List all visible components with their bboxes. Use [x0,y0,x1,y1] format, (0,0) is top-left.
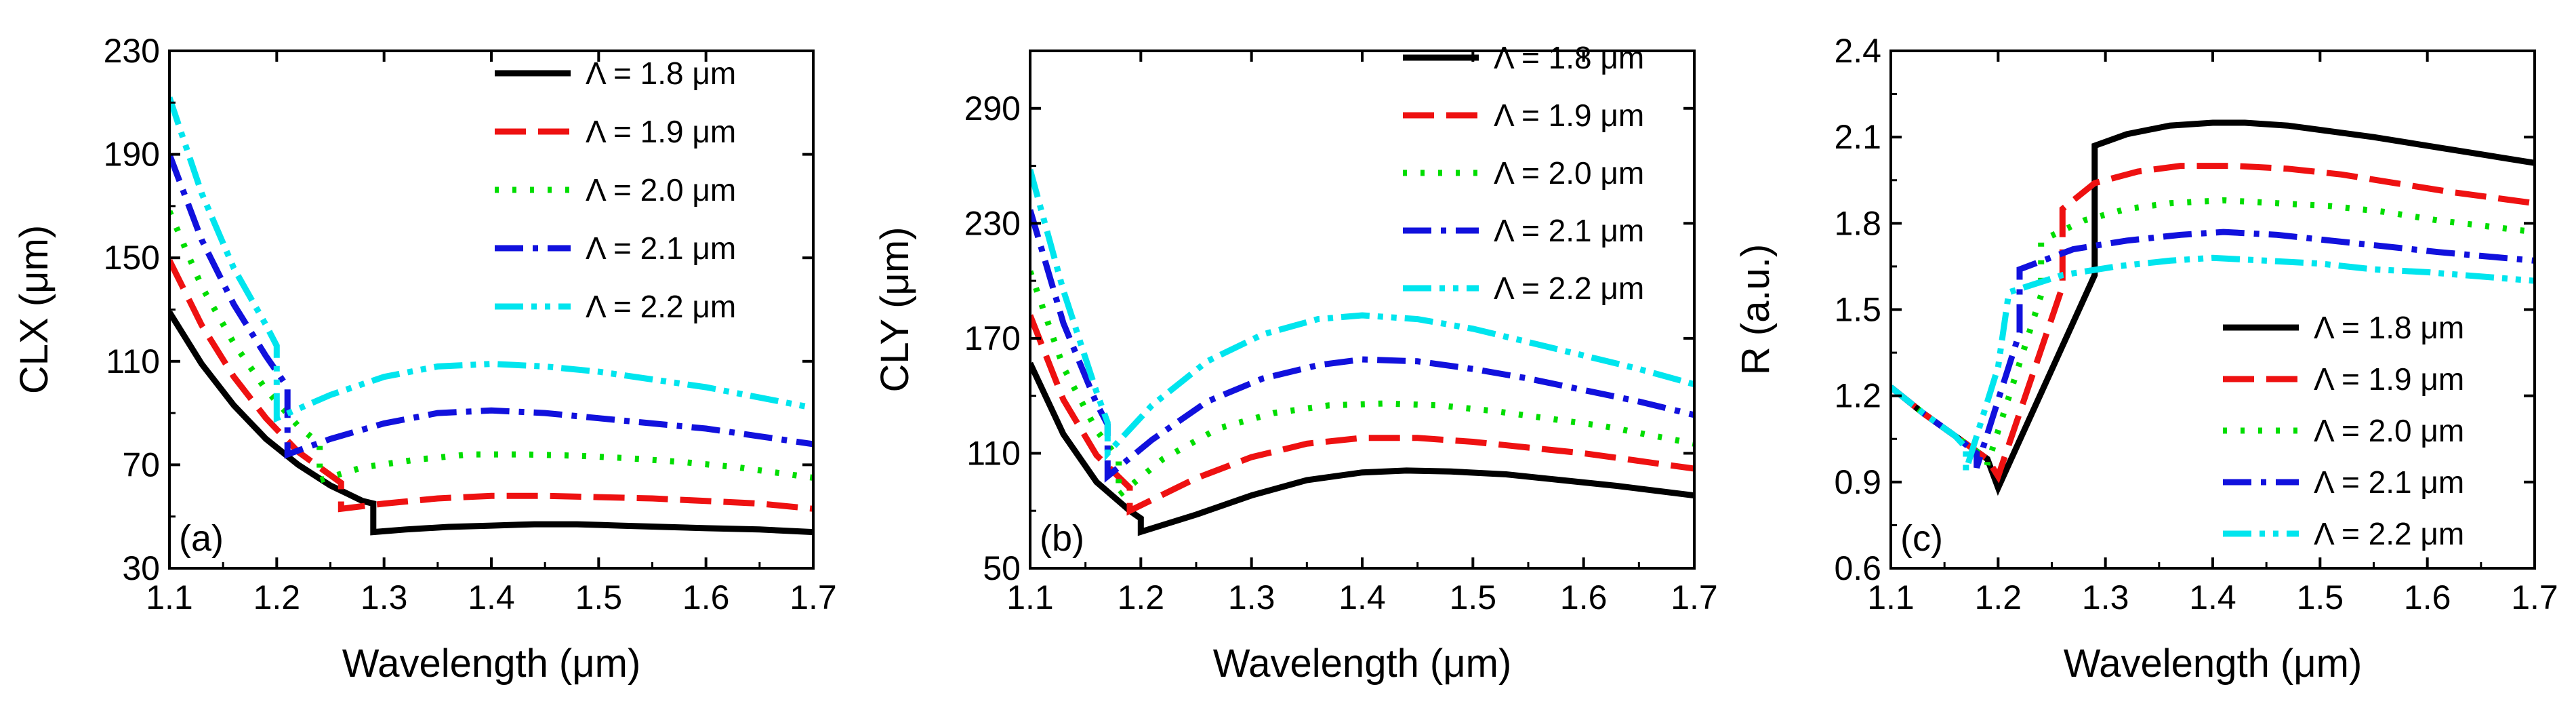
series-line-4 [1891,229,2535,469]
x-axis-title: Wavelength (μm) [1213,642,1512,686]
y-tick-label: 290 [964,90,1021,127]
x-tick-label: 1.2 [1118,578,1165,616]
x-tick-label: 1.4 [468,578,515,616]
y-tick-label: 190 [104,136,160,174]
panel-3: 1.1 1.2 1.3 1.4 1.5 1.6 1.7 0.6 0.9 1.2 1.5 1.8 2.1 2… [1734,32,2558,686]
legend-label-2: Λ = 1.9 μm [1494,98,1644,133]
series-line-5 [1891,254,2535,472]
legend-label-1: Λ = 1.8 μm [586,56,736,91]
x-tick-label: 1.1 [1006,578,1054,616]
panel-1: 1.1 1.2 1.3 1.4 1.5 1.6 1.7 30 70 110 150 190 230 Wav… [12,32,837,686]
series-line-2 [169,258,813,513]
legend-label-1: Λ = 1.8 μm [2314,310,2464,345]
legend-label-4: Λ = 2.1 μm [1494,213,1644,248]
x-tick-label: 1.5 [575,578,623,616]
y-tick-label: 170 [964,319,1021,357]
series-line-5 [1030,169,1694,461]
x-tick-label: 1.7 [1671,578,1718,616]
y-tick-label: 0.6 [1834,549,1881,587]
x-tick-label: 1.3 [1228,578,1275,616]
legend-label-5: Λ = 2.2 μm [586,289,736,324]
y-tick-label: 230 [104,32,160,70]
x-tick-label: 1.6 [2404,578,2451,616]
series-line-3 [1030,270,1694,502]
panel-label: (a) [179,518,224,559]
panel-2: 1.1 1.2 1.3 1.4 1.5 1.6 1.7 50 110 170 230 290 Wavel… [873,40,1718,686]
legend-label-5: Λ = 2.2 μm [2314,516,2464,551]
y-tick-label: 30 [122,549,160,587]
x-tick-label: 1.4 [1338,578,1386,616]
legend-label-2: Λ = 1.9 μm [2314,361,2464,397]
series-line-3 [169,210,813,485]
legend-label-4: Λ = 2.1 μm [586,231,736,266]
series-line-4 [169,153,813,459]
x-tick-label: 1.2 [253,578,301,616]
y-tick-label: 230 [964,204,1021,242]
x-tick-label: 1.3 [2082,578,2129,616]
panel-label: (b) [1040,518,1084,559]
legend-label-3: Λ = 2.0 μm [586,172,736,208]
x-tick-label: 1.6 [1560,578,1608,616]
y-tick-label: 2.4 [1834,32,1881,70]
x-tick-label: 1.2 [1975,578,2022,616]
y-tick-label: 1.5 [1834,291,1881,329]
y-tick-label: 50 [983,549,1021,587]
y-tick-label: 70 [122,446,160,484]
legend-label-5: Λ = 2.2 μm [1494,271,1644,306]
x-tick-label: 1.5 [1450,578,1497,616]
series-line-1 [169,310,813,536]
y-tick-label: 110 [106,342,160,380]
y-tick-label: 110 [966,434,1021,472]
x-axis-title: Wavelength (μm) [342,642,641,686]
x-tick-label: 1.7 [790,578,837,616]
series-line-5 [169,96,813,423]
y-axis-title: R (a.u.) [1734,244,1778,375]
y-axis-title: CLY (μm) [873,227,917,393]
y-tick-label: 2.1 [1834,118,1881,156]
legend: Λ = 1.8 μm Λ = 1.9 μm Λ = 2.0 μm Λ = 2.1 μm… [2223,310,2464,551]
x-tick-label: 1.4 [2189,578,2236,616]
legend-label-3: Λ = 2.0 μm [1494,155,1644,191]
legend: Λ = 1.8 μm Λ = 1.9 μm Λ = 2.0 μm Λ = 2.1 μm… [495,56,736,324]
legend-label-1: Λ = 1.8 μm [1494,40,1644,75]
x-tick-label: 1.1 [146,578,193,616]
y-tick-label: 150 [104,239,160,277]
x-axis-title: Wavelength (μm) [2064,642,2363,686]
series-line-1 [1030,361,1694,536]
x-tick-label: 1.3 [361,578,408,616]
legend-label-4: Λ = 2.1 μm [2314,465,2464,500]
y-axis-title: CLX (μm) [12,225,56,394]
legend: Λ = 1.8 μm Λ = 1.9 μm Λ = 2.0 μm Λ = 2.1 μm… [1403,40,1644,306]
x-tick-label: 1.5 [2297,578,2344,616]
legend-label-3: Λ = 2.0 μm [2314,413,2464,448]
x-tick-label: 1.1 [1867,578,1915,616]
legend-label-2: Λ = 1.9 μm [586,114,736,149]
panel-label: (c) [1900,518,1943,559]
series-line-2 [1030,314,1694,516]
series-line-4 [1030,209,1694,483]
y-tick-label: 0.9 [1834,463,1881,501]
x-tick-label: 1.6 [682,578,730,616]
y-tick-label: 1.2 [1834,377,1881,415]
x-tick-label: 1.7 [2511,578,2558,616]
y-tick-label: 1.8 [1834,204,1881,242]
